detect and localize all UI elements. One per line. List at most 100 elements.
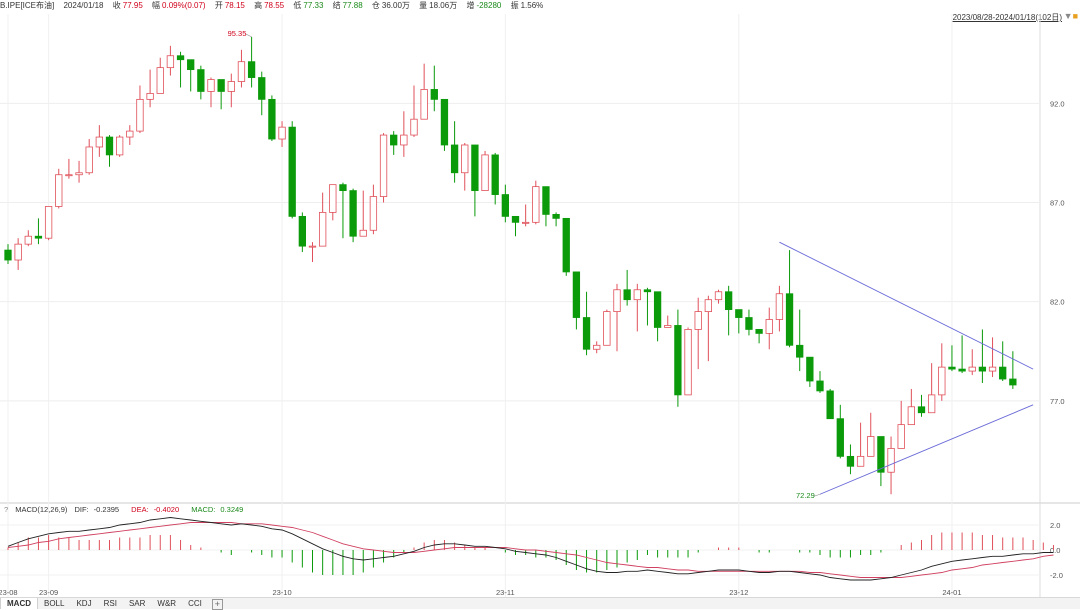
dropdown-arrow-icon[interactable]: ▼: [1063, 11, 1073, 21]
high-price-annotation: 95.35: [228, 29, 247, 38]
tab-cci[interactable]: CCI: [188, 599, 202, 608]
tab-sar[interactable]: SAR: [128, 599, 146, 608]
candle-up: [116, 136, 124, 156]
candle-down: [846, 455, 855, 467]
candle-up: [704, 299, 712, 312]
candle-down: [187, 59, 195, 71]
candle-down: [298, 215, 307, 247]
settle-label: 结: [332, 1, 341, 10]
candle-up: [633, 289, 641, 301]
candle-down: [450, 144, 459, 174]
candle-up: [166, 55, 175, 69]
macd-tick-label: 2.0: [1050, 521, 1060, 530]
candle-down: [745, 317, 753, 330]
volume-value: 18.06万: [429, 1, 458, 10]
candle-down: [176, 55, 185, 61]
candle-up: [227, 81, 235, 92]
macd-name: MACD(12,26,9): [15, 505, 68, 514]
candle-down: [491, 154, 499, 195]
candle-down: [511, 215, 520, 223]
add-tab-icon[interactable]: +: [211, 599, 223, 610]
tab-rsi[interactable]: RSI: [103, 599, 117, 608]
candle-up: [765, 319, 773, 334]
candle-down: [197, 69, 205, 92]
candle-down: [572, 271, 581, 318]
macd-settings-icon[interactable]: ?: [4, 505, 9, 514]
candle-up: [24, 235, 32, 245]
low-value: 77.33: [303, 1, 324, 10]
tab-kdj[interactable]: KDJ: [76, 599, 92, 608]
candle-down: [999, 366, 1007, 380]
date-tick-label: 24-01: [942, 588, 961, 597]
folder-icon[interactable]: ■: [1072, 11, 1078, 21]
date-tick-label: 23-11: [496, 588, 515, 597]
candle-down: [978, 366, 987, 372]
open-value: 78.15: [224, 1, 245, 10]
tab-wr[interactable]: W&R: [157, 599, 177, 608]
date-tick-label: 23-12: [729, 588, 748, 597]
candle-down: [34, 235, 43, 239]
candle-up: [603, 311, 611, 346]
oi-change-label: 增: [466, 1, 475, 10]
candle-up: [968, 366, 976, 372]
candle-up: [278, 126, 286, 140]
candle-down: [349, 190, 357, 237]
open-interest-label: 仓: [371, 1, 380, 10]
tab-boll[interactable]: BOLL: [44, 599, 65, 608]
trend-line: [779, 241, 1034, 370]
candle-down: [836, 418, 844, 457]
indicator-tabs: MACD BOLL KDJ RSI SAR W&R CCI +: [0, 597, 1080, 610]
date-label: 2024/01/18: [63, 1, 104, 10]
candle-up: [65, 174, 73, 177]
candle-down: [542, 186, 550, 215]
candle-up: [532, 186, 540, 223]
open-label: 开: [214, 1, 223, 10]
tab-macd[interactable]: MACD: [0, 598, 38, 609]
dea-line: [7, 522, 1054, 578]
candle-up: [410, 118, 418, 136]
price-tick-label: 77.0: [1050, 397, 1065, 406]
candle-down: [562, 217, 570, 273]
date-range-selector[interactable]: 2023/08/28-2024/01/18(102日): [952, 13, 1062, 22]
candle-down: [806, 356, 814, 382]
candle-up: [867, 436, 875, 457]
candle-up: [664, 325, 672, 328]
open-interest-value: 36.00万: [381, 1, 410, 10]
candle-up: [420, 89, 428, 120]
amplitude-label: 振: [510, 1, 519, 10]
annotation-leader: [245, 33, 252, 38]
date-tick-label: 23-09: [39, 588, 58, 597]
annotation-leader: [813, 493, 821, 497]
candle-down: [1009, 378, 1017, 386]
candle-up: [85, 146, 93, 174]
oi-change-value: -28280: [476, 1, 502, 10]
candle-down: [877, 436, 885, 473]
candle-up: [522, 221, 530, 224]
high-value: 78.55: [264, 1, 285, 10]
candle-down: [582, 317, 591, 350]
candle-up: [359, 229, 367, 237]
price-tick-label: 92.0: [1050, 99, 1065, 108]
candle-up: [126, 130, 134, 138]
candle-down: [4, 249, 12, 261]
dif-line: [7, 517, 1054, 581]
low-price-annotation: 72.29: [796, 491, 815, 500]
candle-up: [44, 206, 53, 239]
candle-up: [308, 245, 317, 248]
macd-value: 0.3249: [220, 505, 244, 514]
candle-down: [725, 291, 733, 311]
date-tick-label: 23-08: [0, 588, 18, 597]
candle-down: [755, 329, 763, 334]
candle-down: [217, 79, 225, 92]
candle-up: [481, 154, 489, 191]
candle-down: [653, 291, 662, 328]
quote-info-bar: B.IPE[ICE布油] 2024/01/18 收 77.95 幅 0.09%(0.…: [0, 0, 1080, 12]
candle-down: [958, 368, 966, 372]
price-chart[interactable]: 92.0 87.0 82.0 77.0 23-08 23-09 23-10 23-11 23-1…: [0, 0, 1080, 597]
candle-up: [694, 311, 702, 330]
candle-up: [379, 134, 388, 197]
close-label: 收: [112, 1, 121, 10]
macd-legend: ? MACD(12,26,9) DIF: -0.2395 DEA: -0.4020 …: [0, 505, 253, 515]
candle-down: [247, 61, 256, 78]
price-tick-label: 82.0: [1050, 298, 1065, 307]
